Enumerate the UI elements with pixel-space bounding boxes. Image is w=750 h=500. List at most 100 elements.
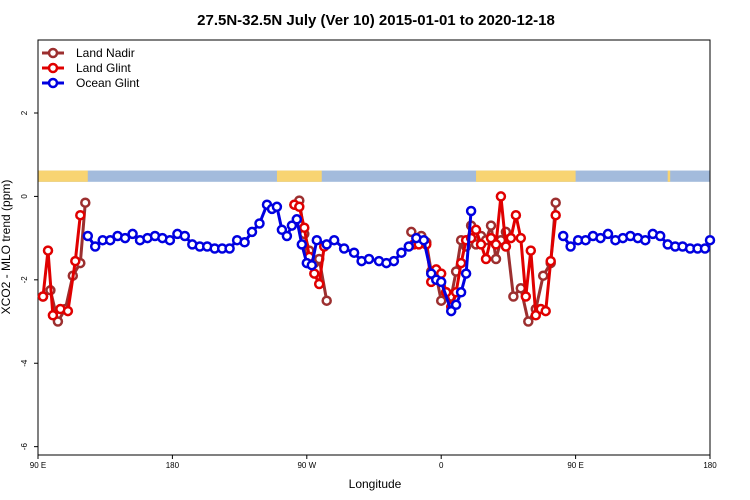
x-axis-label: Longitude — [349, 477, 402, 491]
data-point-ocean-glint — [565, 241, 576, 252]
data-point-ocean-glint — [396, 247, 407, 258]
data-point-ocean-glint — [104, 234, 116, 246]
data-point-ocean-glint — [557, 230, 569, 242]
data-point-ocean-glint — [246, 226, 258, 238]
x-tick-label: 0 — [439, 461, 444, 470]
data-point-land-glint — [37, 291, 49, 302]
data-point-land-glint — [313, 278, 325, 290]
data-point-ocean-glint — [328, 234, 340, 246]
data-point-land-glint — [495, 191, 507, 202]
x-tick-label: 180 — [166, 461, 180, 470]
data-point-land-glint — [480, 253, 492, 265]
data-point-ocean-glint — [595, 232, 606, 244]
land-strip-segment-2 — [476, 170, 576, 182]
legend-label-land-nadir: Land Nadir — [76, 46, 135, 60]
data-point-ocean-glint — [388, 255, 400, 267]
data-point-land-nadir — [550, 197, 561, 208]
data-point-land-nadir — [485, 220, 497, 231]
data-point-ocean-glint — [465, 205, 477, 217]
data-point-ocean-glint — [435, 276, 447, 288]
data-point-land-glint — [42, 245, 54, 256]
data-point-ocean-glint — [699, 243, 711, 254]
data-point-ocean-glint — [363, 253, 375, 265]
y-tick-label: 0 — [20, 194, 29, 199]
data-point-land-nadir — [537, 270, 549, 281]
land-strip-segment-3 — [667, 170, 671, 182]
data-point-land-glint — [470, 224, 482, 236]
data-point-ocean-glint — [82, 230, 94, 242]
legend-label-land-glint: Land Glint — [76, 61, 131, 75]
data-point-ocean-glint — [460, 268, 472, 279]
data-point-land-glint — [455, 257, 467, 269]
chart-title: 27.5N-32.5N July (Ver 10) 2015-01-01 to … — [197, 12, 555, 29]
y-tick-label: -6 — [20, 443, 29, 451]
data-point-land-nadir — [321, 295, 332, 306]
data-point-land-glint — [515, 232, 527, 244]
land-strip-segment-1 — [276, 170, 322, 182]
data-point-land-glint — [505, 232, 517, 244]
data-point-land-glint — [299, 222, 310, 233]
land-ocean-strip — [38, 170, 710, 182]
data-point-ocean-glint — [338, 243, 350, 254]
land-strip-segment-0 — [38, 170, 88, 182]
legend-marker-land-nadir — [47, 47, 59, 59]
data-point-ocean-glint — [296, 239, 308, 250]
series-ocean-glint — [82, 199, 716, 317]
data-point-ocean-glint — [224, 243, 235, 254]
data-point-land-glint — [47, 310, 59, 321]
legend: Land Nadir Land Glint Ocean Glint — [42, 46, 140, 90]
data-point-ocean-glint — [281, 230, 293, 242]
data-point-land-glint — [510, 209, 522, 221]
series-land-glint — [37, 191, 561, 321]
data-point-ocean-glint — [640, 234, 651, 246]
data-point-ocean-glint — [418, 234, 430, 246]
data-point-land-glint — [75, 209, 86, 221]
y-axis: 2 0 -2 -4 -6 — [20, 110, 38, 450]
plot-frame — [37, 39, 711, 456]
data-point-land-nadir — [523, 316, 534, 327]
x-tick-label: 180 — [703, 461, 717, 470]
data-point-ocean-glint — [704, 234, 716, 246]
ocean-strip — [38, 170, 710, 182]
legend-label-ocean-glint: Ocean Glint — [76, 76, 140, 90]
data-point-ocean-glint — [654, 230, 666, 242]
data-point-land-glint — [540, 305, 551, 317]
y-tick-label: -4 — [20, 359, 29, 367]
data-point-land-nadir — [508, 291, 519, 302]
data-point-ocean-glint — [450, 299, 462, 311]
data-point-land-glint — [62, 305, 74, 317]
y-tick-label: -2 — [20, 276, 29, 284]
data-point-land-glint — [520, 291, 532, 302]
data-point-ocean-glint — [291, 214, 303, 225]
x-tick-label: 90 E — [567, 461, 583, 470]
legend-marker-land-glint — [47, 62, 59, 74]
data-point-land-glint — [525, 245, 537, 256]
x-tick-label: 90 W — [297, 461, 316, 470]
data-point-land-nadir — [490, 253, 502, 265]
data-point-land-glint — [309, 268, 320, 279]
legend-marker-ocean-glint — [47, 77, 59, 89]
data-point-ocean-glint — [271, 201, 283, 213]
data-point-land-glint — [475, 239, 487, 250]
data-point-ocean-glint — [239, 237, 250, 248]
data-point-ocean-glint — [580, 234, 591, 246]
y-axis-label: XCO2 - MLO trend (ppm) — [0, 180, 13, 315]
data-point-land-glint — [294, 201, 305, 213]
data-point-land-nadir — [80, 197, 91, 208]
data-point-ocean-glint — [89, 241, 101, 252]
data-point-land-glint — [550, 209, 561, 221]
data-point-land-glint — [490, 239, 502, 250]
x-tick-label: 90 E — [30, 461, 46, 470]
data-point-ocean-glint — [179, 230, 191, 242]
data-point-ocean-glint — [119, 232, 131, 244]
data-point-ocean-glint — [127, 228, 138, 240]
data-point-ocean-glint — [403, 241, 415, 252]
series-layer — [37, 191, 716, 327]
data-point-land-glint — [500, 241, 512, 252]
x-axis: 90 E 180 90 W 0 90 E 180 — [30, 455, 717, 470]
data-point-ocean-glint — [602, 228, 614, 240]
data-point-ocean-glint — [321, 239, 332, 250]
data-point-ocean-glint — [254, 218, 265, 229]
data-point-ocean-glint — [311, 234, 323, 246]
